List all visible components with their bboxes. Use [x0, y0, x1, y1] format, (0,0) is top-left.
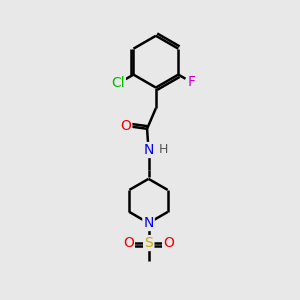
- Text: Cl: Cl: [111, 76, 125, 91]
- Text: N: N: [143, 216, 154, 230]
- Text: S: S: [144, 236, 153, 250]
- Text: O: O: [163, 236, 174, 250]
- Text: F: F: [188, 75, 196, 89]
- Text: O: O: [120, 119, 131, 133]
- Text: N: N: [143, 143, 154, 157]
- Text: O: O: [123, 236, 134, 250]
- Text: H: H: [159, 143, 168, 157]
